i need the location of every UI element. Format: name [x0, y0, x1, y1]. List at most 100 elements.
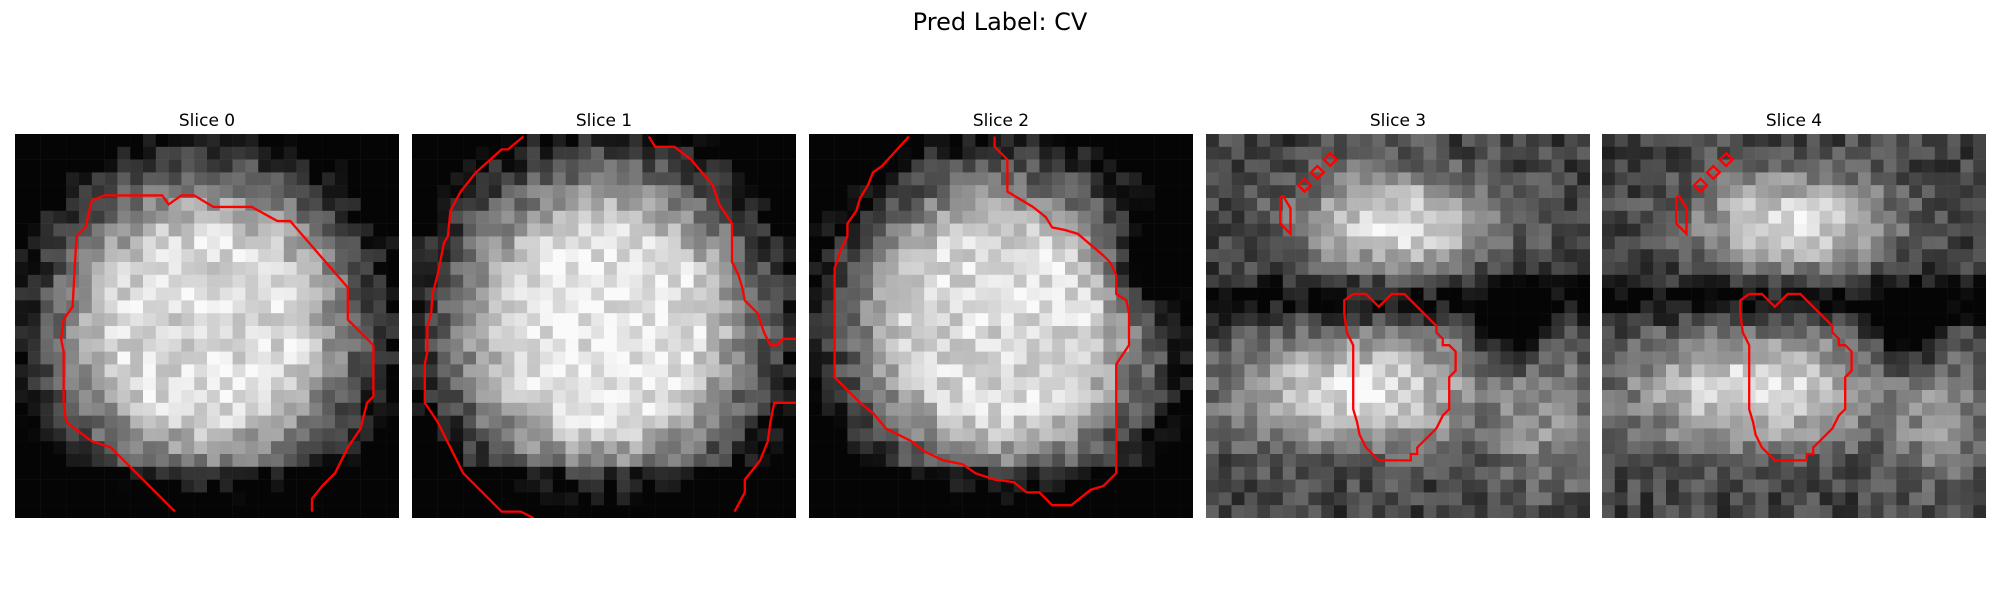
pixel [1398, 236, 1411, 249]
pixel [284, 134, 297, 147]
pixel [1756, 147, 1769, 160]
pixel [412, 428, 425, 441]
pixel [578, 262, 591, 275]
pixel [1832, 441, 1845, 454]
pixel [514, 172, 527, 185]
pixel [553, 377, 566, 390]
pixel [271, 249, 284, 262]
pixel [1206, 249, 1219, 262]
pixel [1347, 505, 1360, 518]
pixel [1065, 377, 1078, 390]
pixel [911, 198, 924, 211]
pixel [1321, 505, 1334, 518]
pixel [540, 172, 553, 185]
pixel [143, 160, 156, 173]
pixel [245, 480, 258, 493]
pixel [1232, 454, 1245, 467]
pixel [553, 492, 566, 505]
pixel [924, 211, 937, 224]
pixel [1411, 339, 1424, 352]
pixel [194, 160, 207, 173]
pixel [566, 416, 579, 429]
pixel [1526, 224, 1539, 237]
pixel [1078, 249, 1091, 262]
pixel [630, 403, 643, 416]
pixel [181, 326, 194, 339]
pixel [1948, 403, 1961, 416]
pixel [1768, 480, 1781, 493]
pixel [758, 467, 771, 480]
pixel [924, 288, 937, 301]
pixel [1858, 275, 1871, 288]
pixel [886, 416, 899, 429]
pixel [924, 390, 937, 403]
pixel [1014, 390, 1027, 403]
pixel [105, 160, 118, 173]
pixel [1065, 236, 1078, 249]
pixel [835, 134, 848, 147]
pixel [156, 249, 169, 262]
pixel [1704, 313, 1717, 326]
pixel [181, 160, 194, 173]
pixel [1845, 262, 1858, 275]
pixel [514, 441, 527, 454]
pixel [1244, 262, 1257, 275]
pixel [527, 428, 540, 441]
pixel [1257, 480, 1270, 493]
pixel [386, 288, 399, 301]
pixel [425, 198, 438, 211]
pixel [1206, 236, 1219, 249]
pixel [1014, 147, 1027, 160]
pixel [105, 313, 118, 326]
pixel [1845, 339, 1858, 352]
pixel [258, 403, 271, 416]
pixel [1167, 454, 1180, 467]
pixel [681, 185, 694, 198]
pixel [706, 326, 719, 339]
pixel [1424, 390, 1437, 403]
pixel [911, 505, 924, 518]
pixel [271, 224, 284, 237]
pixel [450, 224, 463, 237]
pixel [130, 364, 143, 377]
pixel [770, 275, 783, 288]
pixel [1488, 505, 1501, 518]
pixel [1871, 313, 1884, 326]
pixel [1666, 236, 1679, 249]
pixel [617, 185, 630, 198]
pixel [489, 300, 502, 313]
pixel [156, 224, 169, 237]
pixel [1488, 480, 1501, 493]
pixel [1845, 377, 1858, 390]
pixel [233, 352, 246, 365]
pixel [1142, 480, 1155, 493]
pixel [809, 300, 822, 313]
pixel [1411, 236, 1424, 249]
pixel [860, 352, 873, 365]
pixel [1167, 390, 1180, 403]
pixel [617, 364, 630, 377]
pixel [1973, 467, 1986, 480]
pixel [1296, 428, 1309, 441]
pixel [617, 134, 630, 147]
pixel [950, 160, 963, 173]
pixel [194, 211, 207, 224]
pixel [1653, 288, 1666, 301]
pixel [975, 262, 988, 275]
pixel [1768, 134, 1781, 147]
pixel [719, 416, 732, 429]
pixel [156, 352, 169, 365]
pixel [1692, 390, 1705, 403]
pixel [1552, 185, 1565, 198]
pixel [899, 249, 912, 262]
pixel [1666, 480, 1679, 493]
pixel [194, 134, 207, 147]
pixel [1781, 300, 1794, 313]
pixel [1206, 172, 1219, 185]
pixel [642, 454, 655, 467]
pixel [117, 313, 130, 326]
pixel [1564, 198, 1577, 211]
pixel [194, 492, 207, 505]
pixel [1884, 480, 1897, 493]
pixel [1462, 377, 1475, 390]
